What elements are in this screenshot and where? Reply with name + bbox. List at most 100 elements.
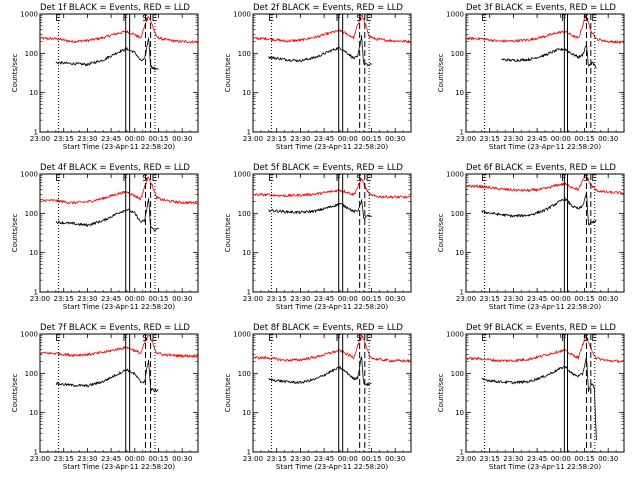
y-tick-label: 10 (29, 89, 38, 97)
chart-panel-8f: Det 8f BLACK = Events, RED = LLD 1 10 100 10… (224, 323, 412, 471)
x-tick-label: 23:45 (101, 295, 121, 303)
x-tick-label: 23:15 (480, 295, 500, 303)
plot-frame (39, 173, 199, 293)
events-trace (501, 44, 597, 69)
x-tick-label: 23:45 (314, 135, 334, 143)
x-tick-label: 23:30 (77, 135, 97, 143)
y-tick-label: 100 (25, 50, 38, 58)
y-tick-label: 1000 (233, 171, 251, 179)
marker-label: S (356, 174, 362, 184)
x-tick-label: 00:00 (125, 295, 145, 303)
y-tick-label: 10 (29, 249, 38, 257)
chart-panel-7f: Det 7f BLACK = Events, RED = LLD 1 10 100 10… (11, 323, 199, 471)
lld-trace (39, 176, 199, 205)
x-tick-label: 00:30 (385, 455, 405, 463)
marker-label: F (336, 334, 341, 344)
y-tick-label: 10 (455, 409, 464, 417)
plot-frame (39, 13, 199, 133)
lld-trace (252, 178, 412, 199)
marker-label: S (583, 14, 589, 24)
chart-panel-9f: Det 9f BLACK = Events, RED = LLD 1 10 100 10… (437, 323, 625, 471)
y-tick-label: 1000 (446, 171, 464, 179)
marker-label: E (55, 334, 61, 344)
x-tick-label: 00:00 (551, 455, 571, 463)
panel-title: Det 4f BLACK = Events, RED = LLD (40, 163, 190, 173)
plot-frame (465, 13, 625, 133)
marker-label: S (583, 334, 589, 344)
panel-title: Det 3f BLACK = Events, RED = LLD (466, 3, 616, 13)
x-tick-label: 00:30 (598, 455, 618, 463)
marker-label: E (481, 174, 487, 184)
x-tick-label: 23:15 (480, 455, 500, 463)
y-tick-label: 100 (451, 50, 464, 58)
chart-panel-2f: Det 2f BLACK = Events, RED = LLD 1 10 100 10… (224, 3, 412, 151)
marker-label: S (142, 14, 148, 24)
events-trace (481, 357, 597, 441)
x-tick-label: 23:15 (54, 455, 74, 463)
y-axis-label: Counts/sec (224, 214, 232, 253)
x-axis-label: Start Time (23-Apr-11 22:58:20) (63, 463, 175, 471)
marker-label: E (366, 14, 372, 24)
y-axis-label: Counts/sec (224, 374, 232, 413)
events-trace (268, 356, 372, 387)
x-axis-label: Start Time (23-Apr-11 22:58:20) (489, 463, 601, 471)
x-tick-label: 00:15 (361, 135, 381, 143)
plot-frame (252, 333, 412, 453)
x-tick-label: 23:15 (267, 135, 287, 143)
lld-trace (39, 16, 199, 44)
x-tick-label: 23:00 (30, 135, 50, 143)
x-tick-label: 00:15 (574, 135, 594, 143)
x-tick-label: 23:15 (54, 135, 74, 143)
marker-label: E (481, 14, 487, 24)
marker-label: S (356, 14, 362, 24)
y-tick-label: 10 (29, 409, 38, 417)
marker-label: E (152, 14, 158, 24)
y-tick-label: 10 (455, 89, 464, 97)
x-axis-label: Start Time (23-Apr-11 22:58:20) (276, 303, 388, 311)
events-trace (55, 37, 159, 71)
marker-label: S (142, 334, 148, 344)
x-tick-label: 00:00 (338, 455, 358, 463)
marker-label: S (142, 174, 148, 184)
y-tick-label: 1000 (20, 171, 38, 179)
x-tick-label: 00:30 (172, 135, 192, 143)
marker-label: E (591, 334, 597, 344)
marker-label: F (336, 14, 341, 24)
marker-label: S (583, 174, 589, 184)
x-tick-label: 00:15 (574, 455, 594, 463)
marker-label: E (366, 334, 372, 344)
x-tick-label: 23:45 (314, 455, 334, 463)
y-tick-label: 10 (455, 249, 464, 257)
y-axis-label: Counts/sec (11, 54, 19, 93)
y-tick-label: 1000 (20, 331, 38, 339)
x-tick-label: 23:45 (527, 135, 547, 143)
y-tick-label: 1 (34, 289, 38, 297)
panel-title: Det 7f BLACK = Events, RED = LLD (40, 323, 190, 333)
chart-panel-5f: Det 5f BLACK = Events, RED = LLD 1 10 100 10… (224, 163, 412, 311)
x-tick-label: 00:15 (361, 455, 381, 463)
x-tick-label: 00:30 (598, 135, 618, 143)
x-tick-label: 23:30 (503, 295, 523, 303)
y-axis-label: Counts/sec (224, 54, 232, 93)
x-axis-label: Start Time (23-Apr-11 22:58:20) (276, 463, 388, 471)
x-tick-label: 23:30 (77, 295, 97, 303)
x-tick-label: 00:30 (598, 295, 618, 303)
x-tick-label: 23:00 (30, 455, 50, 463)
y-tick-label: 100 (451, 210, 464, 218)
panel-title: Det 6f BLACK = Events, RED = LLD (466, 163, 616, 173)
marker-label: E (55, 174, 61, 184)
marker-label: S (356, 334, 362, 344)
y-tick-label: 100 (451, 370, 464, 378)
x-tick-label: 00:00 (125, 135, 145, 143)
events-trace (55, 359, 159, 393)
x-tick-label: 23:30 (503, 135, 523, 143)
lld-trace (465, 333, 625, 364)
x-axis-label: Start Time (23-Apr-11 22:58:20) (489, 303, 601, 311)
events-trace (268, 35, 372, 67)
y-tick-label: 10 (242, 249, 251, 257)
x-tick-label: 00:30 (385, 295, 405, 303)
y-tick-label: 100 (238, 210, 251, 218)
x-tick-label: 00:15 (574, 295, 594, 303)
marker-label: E (152, 174, 158, 184)
